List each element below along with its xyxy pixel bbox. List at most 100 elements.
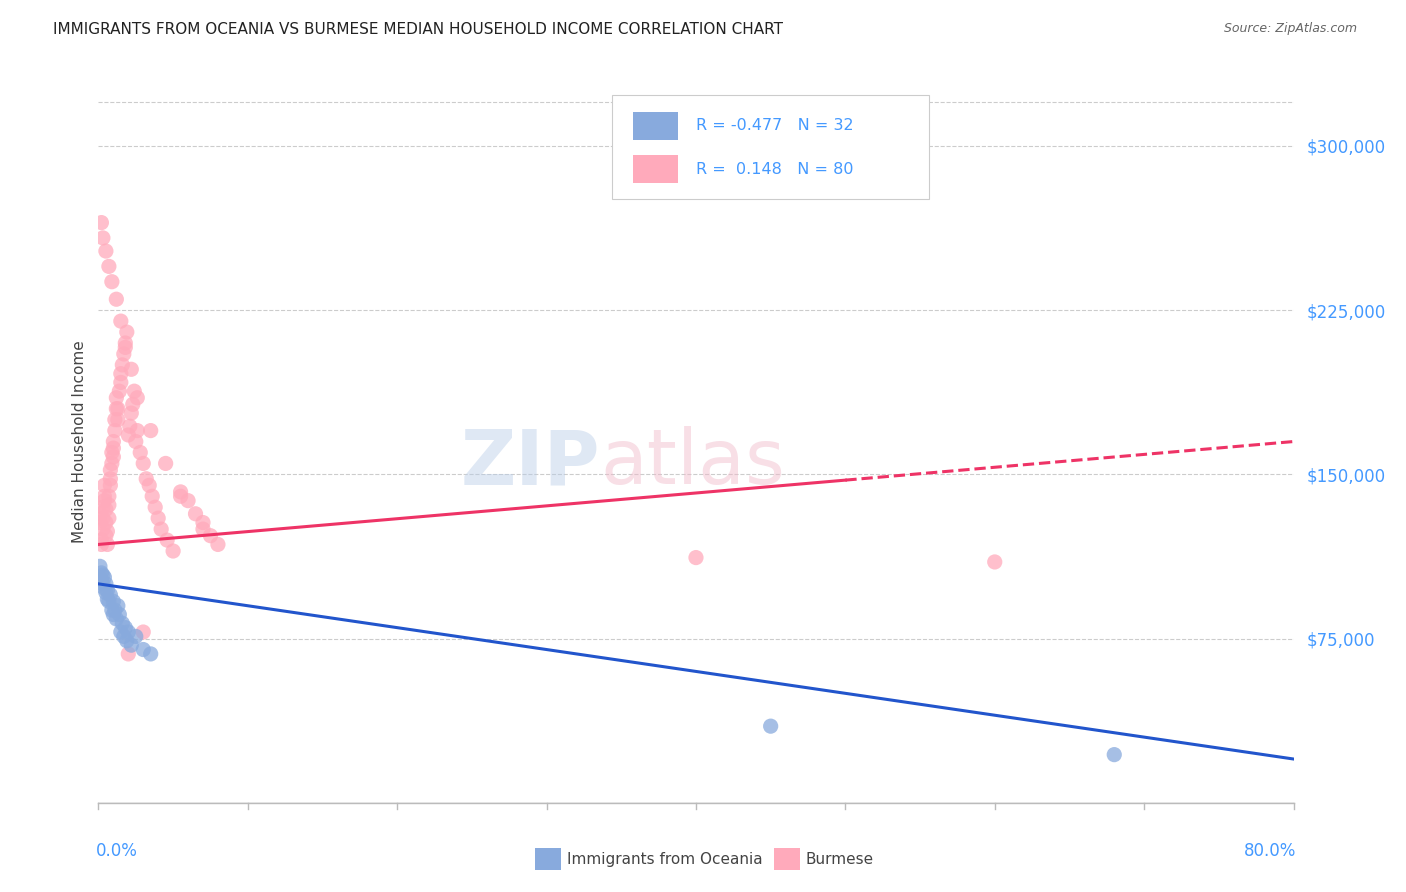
Point: [141, 489, 163, 503]
Bar: [534, 848, 561, 870]
Point: [90, 573, 112, 587]
Point: [104, 424, 127, 438]
Point: [125, 629, 148, 643]
Point: [105, 391, 128, 405]
Point: [110, 367, 132, 381]
Bar: [633, 155, 678, 183]
Point: [135, 472, 157, 486]
Point: [150, 522, 173, 536]
Point: [94, 577, 117, 591]
Point: [103, 441, 125, 455]
Point: [98, 588, 122, 602]
Point: [97, 260, 120, 274]
Point: [117, 647, 139, 661]
Point: [96, 592, 118, 607]
Point: [114, 621, 136, 635]
Point: [156, 533, 179, 547]
Point: [98, 478, 122, 492]
Bar: [633, 112, 678, 139]
Point: [98, 463, 122, 477]
Point: [139, 424, 162, 438]
Point: [127, 424, 149, 438]
Point: [101, 275, 124, 289]
Point: [207, 537, 229, 551]
Point: [101, 457, 124, 471]
Point: [94, 502, 117, 516]
Point: [191, 516, 214, 530]
Text: atlas: atlas: [600, 426, 785, 500]
Point: [91, 577, 114, 591]
Point: [91, 568, 114, 582]
Y-axis label: Median Household Income: Median Household Income: [72, 340, 87, 543]
Point: [91, 522, 114, 536]
Point: [96, 524, 118, 539]
Point: [110, 625, 132, 640]
Point: [94, 585, 117, 599]
Point: [98, 472, 122, 486]
Point: [120, 362, 142, 376]
Point: [148, 511, 170, 525]
Point: [105, 612, 128, 626]
Point: [101, 445, 124, 459]
Point: [90, 533, 112, 547]
Point: [125, 434, 148, 449]
Point: [162, 544, 184, 558]
Point: [121, 397, 143, 411]
Point: [107, 599, 129, 613]
Point: [93, 570, 115, 584]
Point: [759, 719, 782, 733]
Point: [191, 522, 214, 536]
Point: [124, 384, 146, 399]
Point: [89, 507, 111, 521]
Point: [112, 347, 135, 361]
Text: 0.0%: 0.0%: [96, 842, 138, 860]
Point: [169, 489, 191, 503]
Point: [138, 478, 160, 492]
Text: Source: ZipAtlas.com: Source: ZipAtlas.com: [1223, 22, 1357, 36]
Point: [1104, 747, 1126, 762]
Point: [90, 566, 112, 580]
Point: [115, 325, 138, 339]
Point: [96, 537, 118, 551]
Point: [120, 638, 142, 652]
Point: [143, 500, 166, 515]
Point: [108, 384, 131, 399]
Point: [110, 314, 132, 328]
Point: [107, 412, 129, 426]
Point: [117, 625, 139, 640]
Point: [132, 457, 155, 471]
Point: [114, 340, 136, 354]
Point: [89, 516, 111, 530]
Point: [110, 376, 132, 390]
Point: [111, 358, 134, 372]
Point: [105, 292, 128, 306]
Point: [91, 511, 114, 525]
Point: [94, 244, 117, 258]
Bar: [773, 848, 800, 870]
Point: [90, 216, 112, 230]
Point: [97, 489, 120, 503]
Point: [111, 616, 134, 631]
Point: [91, 500, 114, 515]
Point: [93, 489, 115, 503]
Point: [685, 550, 707, 565]
Point: [97, 594, 120, 608]
Point: [93, 493, 115, 508]
Point: [91, 231, 114, 245]
Text: ZIP: ZIP: [461, 426, 600, 500]
Point: [90, 537, 112, 551]
Point: [132, 625, 155, 640]
Text: 80.0%: 80.0%: [1244, 842, 1296, 860]
Point: [114, 336, 136, 351]
Text: R = -0.477   N = 32: R = -0.477 N = 32: [696, 119, 853, 133]
Point: [96, 583, 118, 598]
Point: [97, 498, 120, 512]
Point: [177, 493, 200, 508]
Point: [127, 391, 149, 405]
Point: [115, 633, 138, 648]
Point: [94, 529, 117, 543]
Point: [101, 603, 124, 617]
Point: [129, 445, 152, 459]
Point: [105, 401, 128, 416]
Point: [103, 607, 125, 622]
